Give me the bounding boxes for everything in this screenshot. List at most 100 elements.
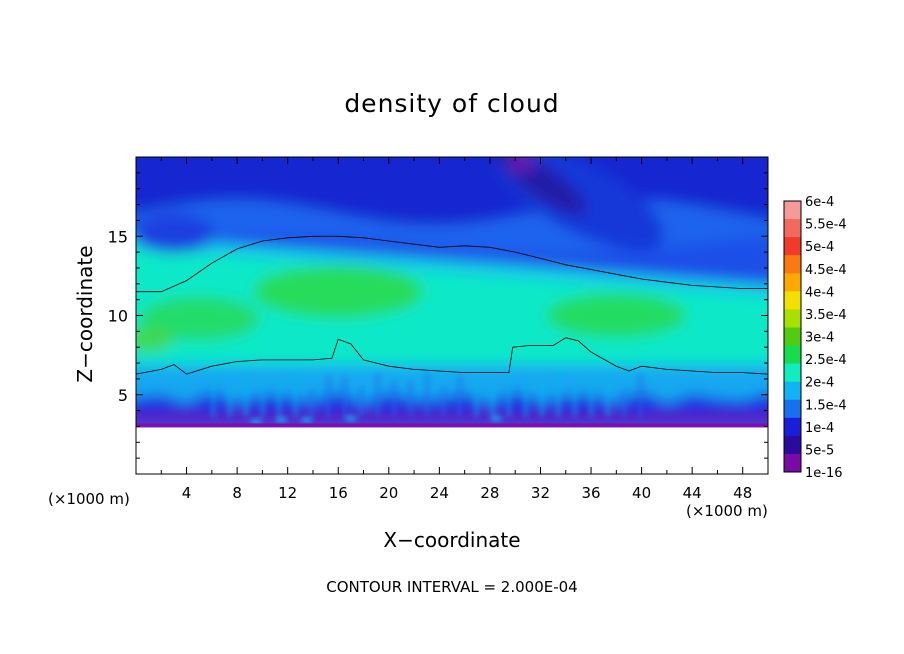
- x-tick-label: 24: [430, 484, 449, 502]
- colorbar-swatch: [784, 345, 801, 365]
- wave-streak: [606, 374, 610, 417]
- maximum-right: [546, 293, 687, 338]
- contour-line-0: [136, 235, 768, 293]
- wave-streak: [244, 372, 248, 417]
- colorbar: 6e-4 5.5e-4 5e-4 4.5e-4 4e-4 3.5e-4 3e-4 2.5e-4…: [783, 195, 847, 481]
- contour-line-1: [136, 337, 768, 375]
- colorbar-swatch: [784, 453, 801, 473]
- x-tick-label: 44: [683, 484, 702, 502]
- wave-streak: [573, 386, 577, 417]
- wave-streak: [310, 388, 314, 417]
- x-tick-label: 28: [480, 484, 499, 502]
- colorbar-swatch: [784, 255, 801, 274]
- surface-edge: [136, 423, 768, 428]
- wave-streak: [409, 380, 413, 417]
- surface-cell: [275, 417, 288, 424]
- colorbar-swatch: [784, 381, 801, 401]
- colorbar-swatch: [784, 399, 801, 419]
- x-tick-label: 48: [733, 484, 752, 502]
- colorbar-swatch: [784, 237, 801, 256]
- y-axis-label: Z−coordinate: [73, 245, 97, 382]
- x-tick-label: 12: [278, 484, 297, 502]
- density-field: [136, 157, 768, 474]
- colorbar-label: 5.5e-4: [805, 218, 847, 233]
- contour-lines: [136, 235, 768, 375]
- wave-streak: [376, 372, 380, 417]
- band-upper-deepblue: [136, 157, 768, 226]
- colorbar-swatch: [784, 219, 801, 238]
- ground-mask: [136, 426, 768, 474]
- wave-streak: [211, 376, 215, 417]
- wave-streak: [326, 375, 330, 417]
- x-tick-label: 32: [531, 484, 550, 502]
- colorbar-swatch: [784, 201, 801, 220]
- wave-streak: [294, 373, 297, 417]
- wave-streak: [540, 382, 544, 417]
- wave-streak: [359, 387, 363, 417]
- surface-cell: [344, 415, 357, 422]
- wave-streak: [228, 386, 232, 417]
- wave-streak: [622, 389, 626, 417]
- x-tick-label: 4: [182, 484, 192, 502]
- colorbar-swatch: [784, 363, 801, 383]
- x-tick-label: 16: [329, 484, 348, 502]
- wave-streak: [458, 376, 462, 417]
- wave-streak: [261, 382, 265, 417]
- contour-interval-note: CONTOUR INTERVAL = 2.000E-04: [326, 578, 577, 596]
- x-tick-label: 40: [632, 484, 651, 502]
- x-unit-right: (×1000 m): [686, 502, 768, 520]
- colorbar-swatch: [784, 291, 801, 310]
- wave-streak: [425, 372, 429, 417]
- colorbar-swatch: [784, 309, 801, 328]
- colorbar-label: 5e-5: [805, 443, 834, 458]
- colorbar-swatch: [784, 327, 801, 347]
- colorbar-frame: [783, 200, 802, 473]
- wave-streak: [343, 376, 347, 417]
- y-tick-label: 5: [118, 386, 128, 405]
- wave-streak: [474, 375, 478, 417]
- colorbar-swatch: [784, 273, 801, 292]
- wave-streak: [441, 387, 445, 417]
- colorbar-label: 1.5e-4: [805, 398, 847, 413]
- x-tick-label: 20: [379, 484, 398, 502]
- colorbar-label: 5e-4: [805, 240, 834, 255]
- colorbar-label: 3.5e-4: [805, 308, 847, 323]
- wave-streak: [589, 376, 593, 417]
- colorbar-swatch: [784, 435, 801, 455]
- surface-cell: [490, 415, 503, 422]
- wave-streak: [392, 381, 396, 417]
- x-unit-left: (×1000 m): [48, 490, 130, 508]
- band-surface-purple: [136, 415, 768, 425]
- colorbar-label: 3e-4: [805, 331, 834, 346]
- wave-streak: [277, 379, 281, 417]
- colorbar-label: 4e-4: [805, 285, 834, 300]
- wave-streak: [556, 372, 560, 417]
- y-axis-ticks: 5 10 15: [108, 172, 768, 459]
- colorbar-label: 6e-4: [805, 195, 834, 210]
- maximum-far-left: [136, 327, 174, 352]
- surface-cell: [250, 418, 263, 425]
- maximum-center: [253, 265, 424, 318]
- y-tick-label: 10: [108, 307, 128, 326]
- upper-left-blue: [136, 213, 214, 254]
- colorbar-label: 1e-16: [805, 466, 843, 481]
- wave-streak: [507, 373, 511, 417]
- x-axis-ticks: 4 8 12 16 20 24 28 32 36 40 44 48: [160, 157, 769, 502]
- colorbar-label: 1e-4: [805, 421, 834, 436]
- colorbar-label: 2e-4: [805, 376, 834, 391]
- y-tick-label: 15: [108, 227, 128, 246]
- maximum-left: [139, 296, 260, 341]
- surface-cell: [300, 417, 313, 424]
- colorbar-swatch: [784, 417, 801, 437]
- colorbar-label: 4.5e-4: [805, 263, 847, 278]
- x-tick-label: 36: [581, 484, 600, 502]
- wave-streak: [524, 380, 528, 417]
- x-tick-label: 8: [232, 484, 242, 502]
- upper-plume-core: [507, 157, 536, 172]
- wave-streak: [491, 388, 495, 417]
- wave-streak: [639, 373, 643, 417]
- x-axis-label: X−coordinate: [383, 528, 520, 552]
- colorbar-label: 2.5e-4: [805, 353, 847, 368]
- chart-title: density of cloud: [344, 89, 559, 118]
